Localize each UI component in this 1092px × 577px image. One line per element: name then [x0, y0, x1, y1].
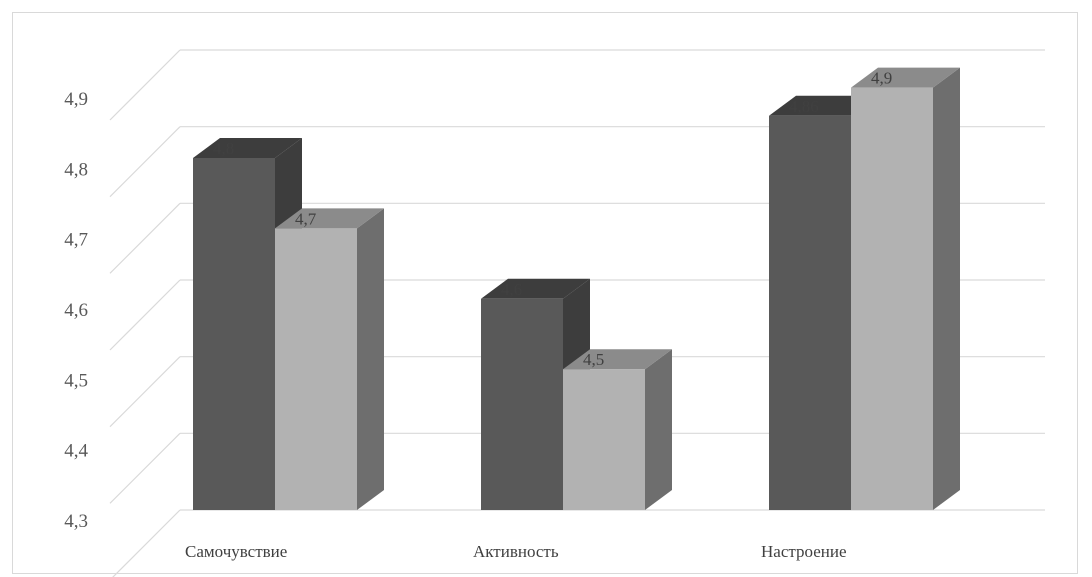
- data-label: 4,6: [501, 280, 522, 299]
- data-labels: 4,8 4,7 4,6 4,5 4,86 4,9: [213, 69, 892, 370]
- gridline-diagonal: [112, 509, 181, 577]
- data-label: 4,7: [295, 209, 317, 228]
- data-label: 4,5: [583, 350, 604, 369]
- bar-side: [933, 67, 960, 510]
- bar-top: [563, 349, 672, 370]
- y-tick-label: 4,8: [64, 159, 88, 180]
- y-axis-ticks: 4,3 4,4 4,5 4,6 4,7 4,8 4,9: [64, 89, 88, 532]
- data-label: 4,9: [871, 69, 892, 88]
- gridline-diagonal: [109, 279, 181, 351]
- data-label: 4,86: [789, 97, 819, 116]
- bar: [275, 228, 357, 510]
- bar: [193, 158, 275, 510]
- bar-top: [193, 138, 302, 158]
- bar-top: [275, 208, 384, 229]
- gridline-diagonal: [109, 49, 181, 121]
- y-tick-label: 4,7: [64, 230, 88, 251]
- x-axis-categories: Самочувствие Активность Настроение: [185, 542, 847, 561]
- data-label: 4,8: [213, 139, 234, 158]
- gridline-diagonal: [109, 202, 181, 274]
- bar-top: [769, 95, 878, 116]
- x-category-label: Настроение: [761, 542, 847, 561]
- bar-top: [851, 67, 960, 88]
- gridline-diagonal: [109, 126, 181, 198]
- y-tick-label: 4,9: [64, 89, 88, 110]
- bar-side: [357, 208, 384, 510]
- y-tick-label: 4,5: [64, 370, 88, 391]
- y-tick-label: 4,3: [64, 511, 88, 532]
- x-category-label: Самочувствие: [185, 542, 287, 561]
- y-tick-label: 4,4: [64, 441, 88, 462]
- bar: [769, 115, 851, 510]
- bar: [563, 369, 645, 510]
- bar-top: [481, 278, 590, 299]
- y-tick-label: 4,6: [64, 300, 88, 321]
- gridline-diagonal: [109, 432, 181, 504]
- bar: [481, 298, 563, 510]
- gridline-diagonal: [109, 356, 181, 428]
- bar: [851, 87, 933, 510]
- bar-side: [645, 349, 672, 510]
- x-category-label: Активность: [473, 542, 559, 561]
- bars: [193, 67, 960, 510]
